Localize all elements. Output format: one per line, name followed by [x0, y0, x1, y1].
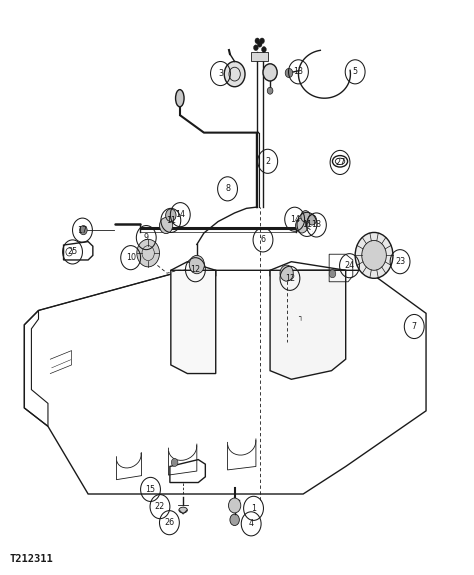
Text: 17: 17 — [77, 225, 88, 235]
Circle shape — [329, 270, 336, 278]
Text: 8: 8 — [225, 185, 230, 193]
Text: 6: 6 — [261, 235, 265, 244]
Circle shape — [285, 68, 293, 78]
Text: 10: 10 — [126, 253, 136, 262]
Circle shape — [159, 217, 173, 233]
Circle shape — [255, 38, 260, 44]
Circle shape — [263, 64, 277, 81]
Text: 4: 4 — [249, 519, 254, 528]
Polygon shape — [171, 270, 216, 374]
Circle shape — [301, 210, 310, 222]
Circle shape — [296, 218, 308, 233]
Text: 11: 11 — [302, 220, 312, 229]
Text: ┐: ┐ — [299, 315, 303, 321]
Text: 18: 18 — [311, 220, 321, 229]
Circle shape — [137, 239, 159, 267]
Text: 12: 12 — [285, 274, 295, 283]
Text: 14: 14 — [175, 210, 185, 219]
Circle shape — [280, 265, 293, 281]
Text: 2: 2 — [265, 157, 270, 166]
Circle shape — [267, 87, 273, 94]
Text: 5: 5 — [353, 67, 358, 76]
Text: 3: 3 — [218, 69, 223, 78]
Text: 15: 15 — [146, 485, 155, 494]
Circle shape — [165, 209, 176, 221]
Circle shape — [254, 45, 258, 51]
Text: 27: 27 — [335, 158, 345, 167]
Circle shape — [189, 255, 204, 274]
Circle shape — [362, 240, 386, 270]
Circle shape — [257, 41, 262, 47]
Polygon shape — [270, 270, 346, 380]
Text: 24: 24 — [345, 261, 355, 270]
Text: 14: 14 — [290, 214, 300, 224]
Text: 1: 1 — [251, 504, 256, 513]
Text: 22: 22 — [155, 502, 165, 511]
Polygon shape — [251, 52, 268, 61]
Text: 11: 11 — [166, 216, 176, 225]
Circle shape — [228, 498, 241, 513]
Circle shape — [355, 232, 393, 278]
Circle shape — [308, 214, 317, 225]
Text: 9: 9 — [144, 233, 149, 242]
Circle shape — [260, 38, 264, 44]
Circle shape — [230, 514, 239, 526]
Ellipse shape — [175, 90, 184, 107]
Text: 12: 12 — [191, 265, 201, 274]
Circle shape — [171, 458, 178, 466]
Text: 25: 25 — [67, 247, 78, 256]
Ellipse shape — [179, 507, 187, 513]
Text: 7: 7 — [411, 322, 417, 331]
Text: 13: 13 — [293, 67, 303, 76]
Text: 23: 23 — [395, 257, 405, 266]
Circle shape — [262, 47, 266, 52]
Text: 26: 26 — [164, 518, 174, 527]
Circle shape — [80, 225, 87, 235]
Circle shape — [224, 62, 245, 87]
Text: T212311: T212311 — [9, 554, 53, 564]
